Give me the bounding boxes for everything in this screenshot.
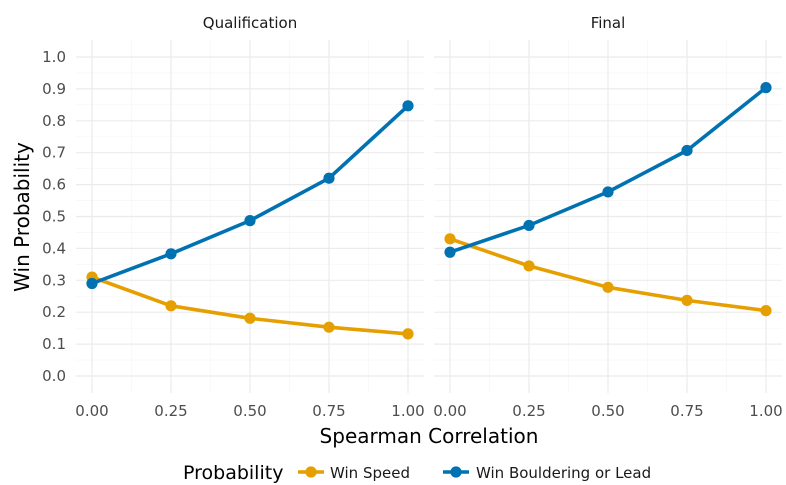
data-point [523, 219, 535, 232]
data-point [681, 294, 693, 306]
x-tick-label: 0.50 [233, 402, 266, 420]
y-tick-label: 0.4 [42, 239, 66, 257]
y-tick-label: 0.6 [42, 176, 66, 194]
data-point [402, 100, 414, 112]
data-point [602, 281, 614, 293]
x-tick-label: 0.50 [591, 402, 624, 420]
y-axis-title: Win Probability [10, 142, 34, 292]
y-tick-label: 0.3 [42, 271, 66, 289]
x-tick-label: 0.25 [512, 402, 545, 420]
data-point [323, 172, 335, 184]
x-tick-label: 1.00 [391, 402, 424, 420]
y-tick-label: 0.2 [42, 303, 66, 321]
data-point [444, 246, 456, 258]
data-point [244, 312, 256, 324]
data-point [323, 321, 335, 333]
data-point [86, 277, 98, 290]
data-point [402, 328, 414, 340]
legend-label: Win Speed [330, 464, 410, 482]
y-tick-label: 0.0 [42, 367, 66, 385]
x-tick-label: 0.25 [154, 402, 187, 420]
legend-key-point [450, 466, 462, 478]
y-tick-label: 1.0 [42, 48, 66, 66]
x-tick-label: 0.00 [433, 402, 466, 420]
y-tick-label: 0.5 [42, 208, 66, 226]
x-tick-label: 1.00 [749, 402, 782, 420]
y-tick-label: 0.8 [42, 112, 66, 130]
data-point [602, 186, 614, 198]
data-point [760, 305, 772, 317]
data-point [523, 260, 535, 272]
legend-title: Probability [183, 462, 283, 484]
legend-key-point [305, 466, 317, 478]
legend-label: Win Bouldering or Lead [476, 464, 651, 482]
y-tick-label: 0.7 [42, 144, 66, 162]
data-point [444, 233, 456, 245]
x-tick-label: 0.75 [312, 402, 345, 420]
data-point [165, 300, 177, 312]
data-point [165, 248, 177, 260]
y-tick-label: 0.1 [42, 335, 66, 353]
y-tick-label: 0.9 [42, 80, 66, 98]
data-point [760, 82, 772, 94]
x-axis-title: Spearman Correlation [320, 424, 539, 448]
x-tick-label: 0.00 [75, 402, 108, 420]
data-point [244, 215, 256, 227]
panel-title: Final [591, 14, 626, 32]
x-tick-label: 0.75 [670, 402, 703, 420]
panel-title: Qualification [203, 14, 297, 32]
data-point [681, 144, 693, 157]
